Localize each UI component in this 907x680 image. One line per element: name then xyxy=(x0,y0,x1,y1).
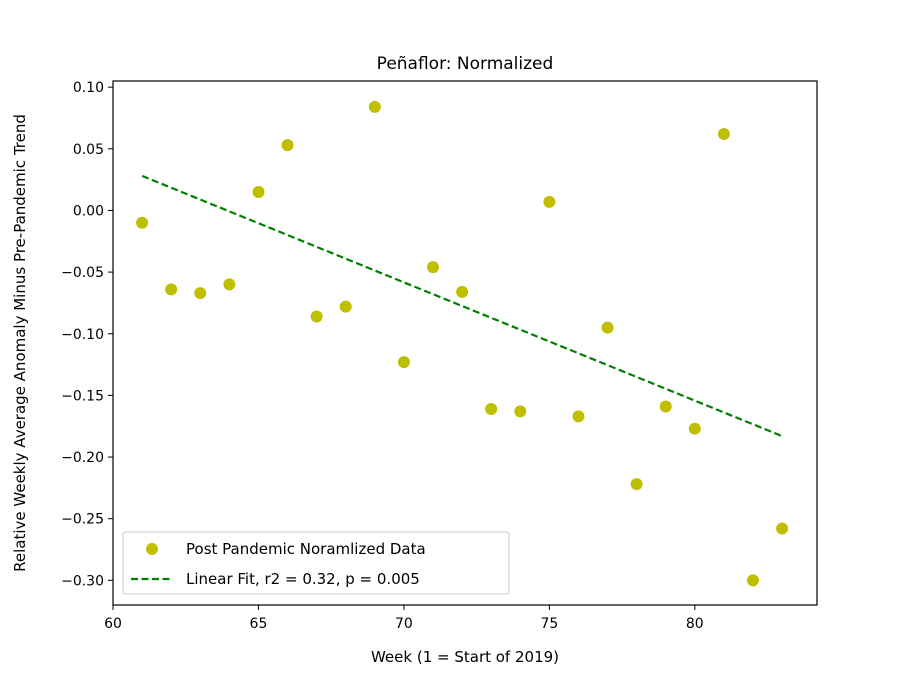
y-tick-label: −0.05 xyxy=(61,265,104,281)
x-axis-label: Week (1 = Start of 2019) xyxy=(371,648,559,666)
data-point xyxy=(543,195,556,208)
data-point xyxy=(281,139,294,152)
y-tick-label: 0.05 xyxy=(73,142,104,158)
data-point xyxy=(688,422,701,435)
legend-box xyxy=(122,531,510,595)
data-point xyxy=(165,283,178,296)
data-point xyxy=(368,100,381,113)
data-point xyxy=(514,405,527,418)
x-tick-label: 70 xyxy=(395,616,413,632)
legend: Post Pandemic Noramlized Data Linear Fit,… xyxy=(122,531,510,595)
data-point xyxy=(136,216,149,229)
chart-title: Peñaflor: Normalized xyxy=(377,54,554,74)
data-point xyxy=(427,261,439,274)
data-point xyxy=(601,321,614,334)
data-point xyxy=(456,285,469,298)
x-tick-label: 75 xyxy=(540,616,558,632)
data-point xyxy=(776,522,789,535)
y-tick-label: −0.25 xyxy=(61,512,104,528)
y-tick-label: −0.30 xyxy=(61,573,104,589)
legend-label: Linear Fit, r2 = 0.32, p = 0.005 xyxy=(186,570,420,588)
x-tick-label: 80 xyxy=(686,616,704,632)
data-point xyxy=(659,400,672,413)
y-axis-label: Relative Weekly Average Anomaly Minus Pr… xyxy=(11,114,29,572)
y-tick-label: −0.15 xyxy=(61,388,104,404)
y-tick-label: 0.00 xyxy=(73,203,104,219)
y-tick-label: −0.20 xyxy=(61,450,104,466)
data-point xyxy=(310,310,323,323)
data-point xyxy=(397,356,410,369)
plot-area: 60 65 70 75 80 0.10 0.05 0.00 −0.05 −0.10 −0.15 −0.… xyxy=(61,80,818,632)
data-point xyxy=(339,300,352,313)
data-point xyxy=(223,278,236,291)
x-tick-label: 65 xyxy=(250,616,268,632)
data-point xyxy=(717,128,730,141)
data-point xyxy=(194,287,207,300)
data-point xyxy=(485,402,498,415)
axes-frame xyxy=(112,80,818,606)
data-point xyxy=(252,185,265,198)
data-point xyxy=(747,574,759,587)
data-point xyxy=(630,478,643,491)
legend-marker-point xyxy=(146,543,158,555)
y-tick-label: −0.10 xyxy=(61,327,104,343)
x-tick-label: 60 xyxy=(104,616,122,632)
y-tick-label: 0.10 xyxy=(73,80,104,96)
data-point xyxy=(572,410,585,423)
legend-label: Post Pandemic Noramlized Data xyxy=(186,540,426,558)
